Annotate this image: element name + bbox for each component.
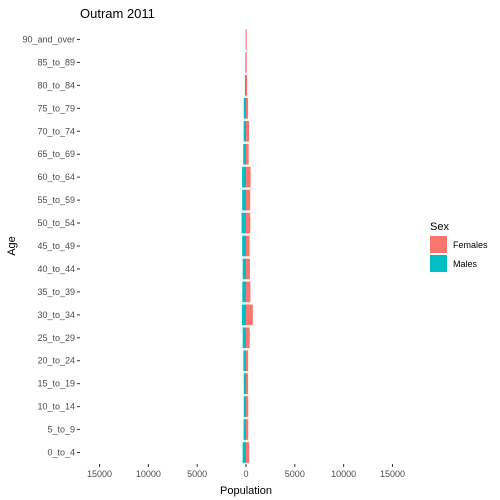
bar-males-20_to_24	[243, 350, 246, 372]
y-tick-label-65_to_69: 65_to_69	[37, 149, 75, 159]
y-tick-label-10_to_14: 10_to_14	[37, 402, 75, 412]
x-tick-label-2: 5000	[187, 469, 207, 479]
bar-females-75_to_79	[246, 97, 249, 119]
bar-males-5_to_9	[243, 419, 246, 440]
x-tick-label-4: 5000	[285, 469, 305, 479]
plot-area	[241, 29, 253, 463]
bar-males-85_to_89	[245, 52, 246, 73]
x-axis-title: Population	[220, 485, 272, 497]
bar-males-70_to_74	[243, 120, 246, 142]
y-tick-label-40_to_44: 40_to_44	[37, 264, 75, 274]
y-tick-label-0_to_4: 0_to_4	[47, 448, 75, 458]
y-tick-label-20_to_24: 20_to_24	[37, 356, 75, 366]
bar-males-50_to_54	[241, 212, 246, 234]
x-tick-label-0: 15000	[87, 469, 112, 479]
y-tick-label-75_to_79: 75_to_79	[37, 103, 75, 113]
legend: Sex Females Males	[430, 221, 488, 272]
legend-title: Sex	[430, 221, 449, 233]
y-tick-label-70_to_74: 70_to_74	[37, 126, 75, 136]
bar-males-60_to_64	[242, 166, 246, 188]
bar-females-25_to_29	[246, 327, 250, 349]
legend-label-females: Females	[453, 240, 488, 250]
bar-females-40_to_44	[246, 258, 250, 280]
chart-title: Outram 2011	[80, 6, 155, 21]
y-tick-label-45_to_49: 45_to_49	[37, 241, 75, 251]
y-axis: 0_to_4 5_to_9 10_to_14 15_to_19 20_to_24 25_t…	[22, 34, 80, 458]
bar-females-0_to_4	[246, 442, 250, 463]
bar-females-55_to_59	[246, 189, 251, 211]
x-axis: 15000 10000 5000 0 5000 10000 15000	[87, 464, 405, 479]
legend-swatch-females	[430, 236, 447, 253]
y-axis-title: Age	[6, 236, 18, 256]
bar-males-75_to_79	[243, 97, 246, 119]
bar-males-45_to_49	[242, 235, 246, 257]
bar-females-10_to_14	[246, 396, 249, 417]
legend-label-males: Males	[453, 259, 478, 269]
bar-females-65_to_69	[246, 143, 249, 165]
bar-females-15_to_19	[246, 373, 249, 395]
bar-females-70_to_74	[246, 120, 250, 142]
bar-males-40_to_44	[242, 258, 246, 280]
bar-females-30_to_34	[246, 304, 253, 326]
bar-females-85_to_89	[246, 52, 247, 73]
bar-males-35_to_39	[242, 281, 246, 303]
bar-males-55_to_59	[242, 189, 246, 211]
y-tick-label-55_to_59: 55_to_59	[37, 195, 75, 205]
y-tick-label-25_to_29: 25_to_29	[37, 333, 75, 343]
legend-swatch-males	[430, 255, 447, 272]
bar-males-65_to_69	[243, 143, 246, 165]
y-tick-label-15_to_19: 15_to_19	[37, 379, 75, 389]
y-tick-label-85_to_89: 85_to_89	[37, 57, 75, 67]
bar-males-30_to_34	[241, 304, 246, 326]
y-tick-label-30_to_34: 30_to_34	[37, 310, 75, 320]
bar-males-15_to_19	[243, 373, 246, 395]
y-tick-label-60_to_64: 60_to_64	[37, 172, 75, 182]
x-tick-label-3: 0	[243, 469, 248, 479]
y-tick-label-90_and_over: 90_and_over	[22, 34, 75, 44]
bar-males-25_to_29	[242, 327, 246, 349]
bar-males-80_to_84	[244, 75, 246, 96]
y-tick-label-35_to_39: 35_to_39	[37, 287, 75, 297]
bar-males-10_to_14	[243, 396, 246, 417]
bar-females-50_to_54	[246, 212, 251, 234]
bar-males-0_to_4	[242, 442, 246, 463]
x-tick-label-6: 15000	[380, 469, 405, 479]
bar-females-60_to_64	[246, 166, 251, 188]
y-tick-label-5_to_9: 5_to_9	[47, 425, 75, 435]
bar-females-5_to_9	[246, 419, 249, 440]
bar-females-20_to_24	[246, 350, 249, 372]
y-tick-label-80_to_84: 80_to_84	[37, 80, 75, 90]
y-tick-label-50_to_54: 50_to_54	[37, 218, 75, 228]
x-tick-label-5: 10000	[331, 469, 356, 479]
bar-females-90_and_over	[246, 29, 247, 50]
bar-females-45_to_49	[246, 235, 250, 257]
bar-females-80_to_84	[246, 75, 248, 96]
x-tick-label-1: 10000	[136, 469, 161, 479]
bar-females-35_to_39	[246, 281, 251, 303]
